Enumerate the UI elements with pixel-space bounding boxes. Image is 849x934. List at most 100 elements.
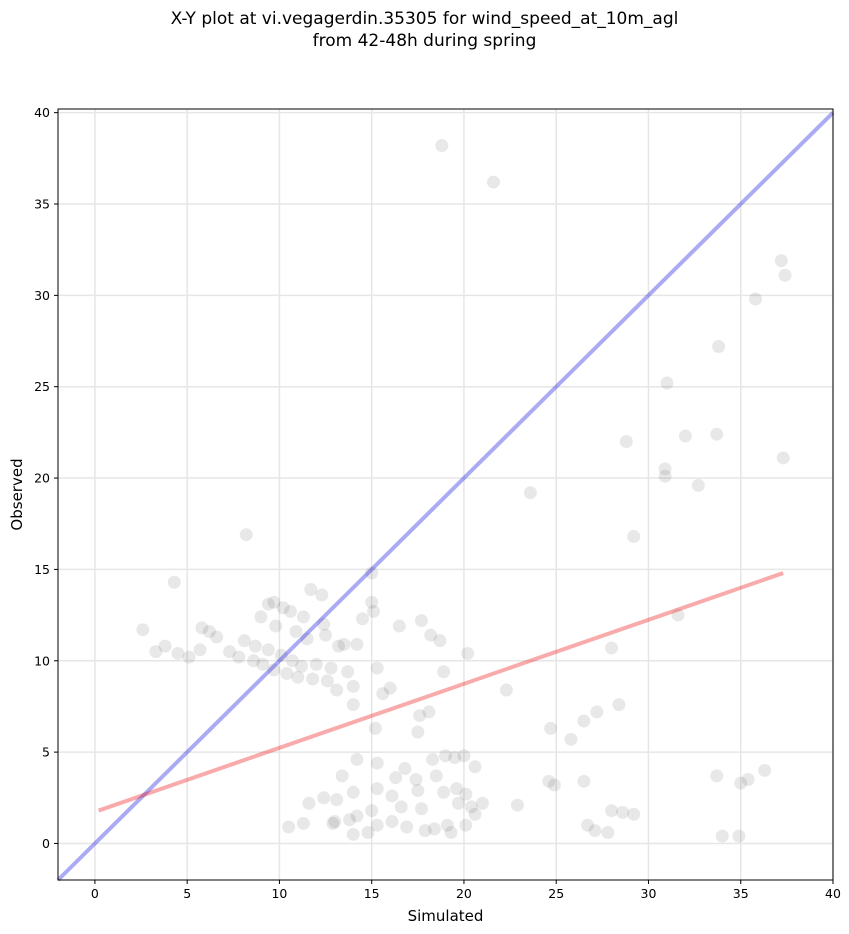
- data-point: [499, 683, 513, 697]
- data-point: [365, 595, 379, 609]
- data-point: [302, 796, 316, 810]
- data-point: [370, 756, 384, 770]
- reference-lines: [56, 111, 835, 882]
- data-point: [715, 829, 729, 843]
- data-point: [267, 595, 281, 609]
- x-tick-label: 20: [456, 886, 472, 901]
- data-point: [300, 632, 314, 646]
- data-point: [415, 614, 429, 628]
- x-tick-label: 40: [825, 886, 841, 901]
- data-point: [612, 698, 626, 712]
- data-point: [464, 800, 478, 814]
- data-point: [605, 804, 619, 818]
- scatter-points: [136, 139, 792, 843]
- data-point: [398, 762, 412, 776]
- data-point: [385, 815, 399, 829]
- data-point: [320, 674, 334, 688]
- data-point: [577, 774, 591, 788]
- data-point: [331, 639, 345, 653]
- data-point: [523, 486, 537, 500]
- y-tick-label: 5: [42, 745, 50, 760]
- data-point: [248, 639, 262, 653]
- data-point: [335, 769, 349, 783]
- data-point: [422, 705, 436, 719]
- data-point: [346, 827, 360, 841]
- data-point: [370, 818, 384, 832]
- data-point: [330, 793, 344, 807]
- data-point: [413, 709, 427, 723]
- data-point: [749, 292, 762, 306]
- data-point: [167, 575, 181, 589]
- data-point: [269, 619, 283, 633]
- data-point: [261, 597, 275, 611]
- data-point: [776, 451, 790, 465]
- data-point: [291, 670, 305, 684]
- data-point: [282, 820, 296, 834]
- data-point: [440, 818, 454, 832]
- data-point: [660, 376, 674, 390]
- data-point: [710, 427, 724, 441]
- data-point: [732, 829, 746, 843]
- data-point: [547, 778, 561, 792]
- data-point: [367, 604, 381, 618]
- data-point: [182, 650, 196, 664]
- data-point: [468, 807, 482, 821]
- data-point: [365, 566, 379, 580]
- data-point: [256, 657, 270, 671]
- data-point: [267, 663, 281, 677]
- data-point: [678, 429, 692, 443]
- axis-ticks: 0 5 10 15 20 25 30 35 40 0 5 10 15 20 25 30 35 40: [34, 105, 841, 901]
- data-point: [774, 254, 788, 268]
- data-point: [671, 608, 685, 622]
- data-point: [247, 654, 261, 668]
- data-point: [370, 661, 384, 675]
- data-point: [365, 804, 379, 818]
- data-point: [448, 751, 462, 765]
- data-point: [324, 661, 338, 675]
- data-point: [451, 796, 465, 810]
- data-point: [658, 469, 672, 483]
- data-point: [171, 646, 185, 660]
- y-tick-label: 20: [34, 471, 50, 486]
- data-point: [350, 637, 364, 651]
- identity-line: [56, 111, 835, 882]
- y-tick-label: 15: [34, 562, 50, 577]
- data-point: [510, 798, 524, 812]
- data-point: [691, 478, 705, 492]
- data-point: [415, 802, 429, 816]
- x-tick-label: 35: [733, 886, 749, 901]
- data-point: [542, 774, 556, 788]
- data-point: [439, 749, 452, 763]
- data-point: [459, 818, 473, 832]
- data-point: [350, 752, 364, 766]
- data-point: [712, 340, 726, 354]
- data-point: [734, 776, 748, 790]
- data-point: [588, 824, 602, 838]
- data-point: [389, 771, 403, 785]
- data-point: [411, 725, 425, 739]
- data-point: [437, 665, 451, 679]
- data-point: [564, 732, 578, 746]
- data-point: [433, 634, 447, 648]
- data-point: [475, 796, 489, 810]
- data-point: [296, 610, 310, 624]
- x-tick-label: 15: [364, 886, 380, 901]
- data-point: [319, 628, 333, 642]
- data-point: [328, 815, 342, 829]
- data-point: [341, 665, 355, 679]
- data-point: [330, 683, 344, 697]
- data-point: [232, 650, 246, 664]
- data-point: [450, 782, 464, 796]
- data-point: [261, 643, 275, 657]
- x-tick-label: 25: [548, 886, 564, 901]
- data-point: [280, 667, 294, 681]
- data-point: [346, 785, 360, 799]
- data-point: [195, 621, 209, 635]
- data-point: [741, 773, 755, 787]
- data-point: [658, 462, 672, 476]
- data-point: [210, 630, 224, 644]
- data-point: [337, 637, 351, 651]
- x-axis-label: Simulated: [408, 907, 484, 925]
- data-point: [429, 769, 443, 783]
